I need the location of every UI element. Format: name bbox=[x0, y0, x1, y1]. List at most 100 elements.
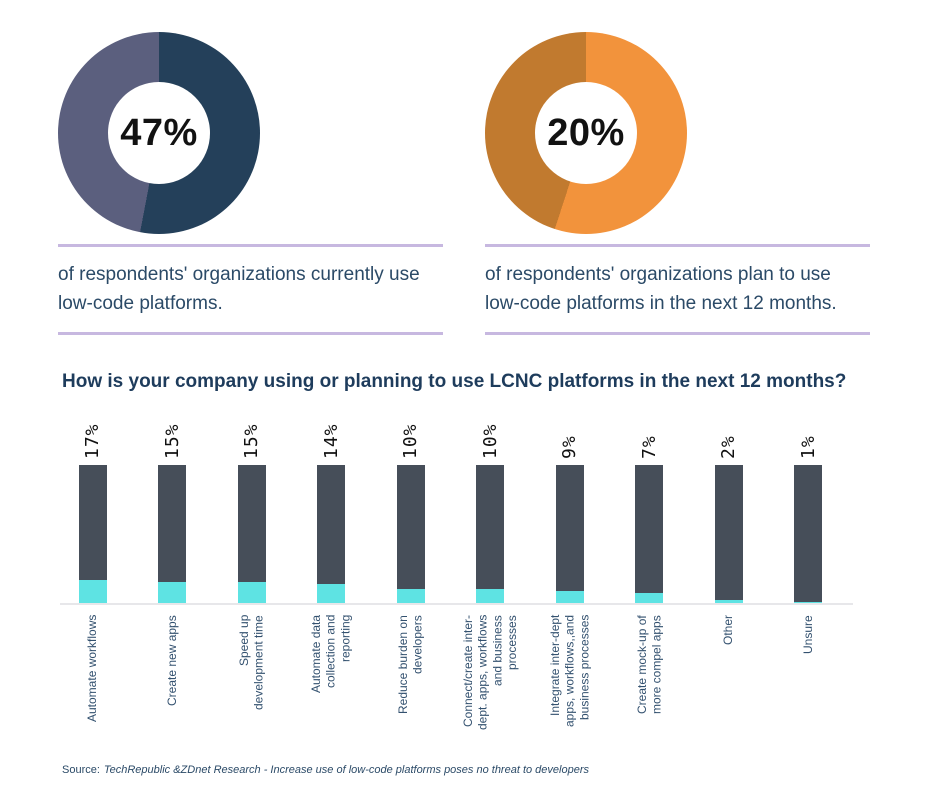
bar-value-label: 10% bbox=[479, 423, 501, 459]
source-prefix: Source: bbox=[62, 764, 100, 776]
bar-remainder-segment bbox=[396, 465, 425, 590]
bar-value-segment bbox=[158, 582, 187, 603]
category-label: Create mock-up of more compel apps bbox=[634, 615, 664, 714]
category-label: Automate data collection and reporting bbox=[309, 615, 353, 694]
category-label: Automate workflows bbox=[85, 615, 100, 723]
bar-value-segment bbox=[78, 579, 107, 603]
x-axis-line bbox=[60, 603, 853, 605]
bar-columns: 17% Automate workflows 15% Create new apps 1… bbox=[53, 403, 848, 753]
category-cell: Unsure bbox=[769, 603, 849, 753]
bar-value-cell: 10% bbox=[451, 403, 531, 459]
bar-column: 1% Unsure bbox=[769, 403, 849, 753]
bar-value-segment bbox=[476, 589, 505, 603]
bar-remainder-segment bbox=[794, 465, 823, 602]
bar-remainder-segment bbox=[237, 465, 266, 583]
category-cell: Create new apps bbox=[133, 603, 213, 753]
bar-value-cell: 17% bbox=[53, 403, 133, 459]
stacked-bar bbox=[794, 465, 823, 603]
source-text: TechRepublic &ZDnet Research - Increase … bbox=[103, 764, 589, 776]
stacked-bar bbox=[317, 465, 346, 603]
bar-value-cell: 10% bbox=[371, 403, 451, 459]
bar-value-segment bbox=[237, 582, 266, 603]
category-cell: Integrate inter-dept apps, workflows,,and… bbox=[530, 603, 610, 753]
category-cell: Other bbox=[689, 603, 769, 753]
bar-value-cell: 7% bbox=[610, 403, 690, 459]
stacked-bar bbox=[714, 465, 743, 603]
stacked-bar bbox=[78, 465, 107, 603]
bar-value-cell: 9% bbox=[530, 403, 610, 459]
category-label: Reduce burden on developers bbox=[396, 615, 425, 714]
bar-value-segment bbox=[317, 583, 346, 603]
source-attribution: Source: TechRepublic &ZDnet Research - In… bbox=[62, 764, 589, 776]
bar-value-label: 7% bbox=[638, 435, 660, 459]
stacked-bar bbox=[158, 465, 187, 603]
bar-remainder-segment bbox=[317, 465, 346, 584]
donut-chart-current-use: 47% bbox=[58, 32, 260, 234]
category-cell: Automate workflows bbox=[53, 603, 133, 753]
bar-value-label: 14% bbox=[320, 423, 342, 459]
bar-value-cell: 1% bbox=[769, 403, 849, 459]
donut-center-value: 47% bbox=[120, 111, 198, 154]
bar-value-label: 9% bbox=[559, 435, 581, 459]
category-cell: Speed up development time bbox=[212, 603, 292, 753]
bar-value-cell: 15% bbox=[212, 403, 292, 459]
bar-remainder-segment bbox=[476, 465, 505, 590]
category-cell: Reduce burden on developers bbox=[371, 603, 451, 753]
divider-line-bottom bbox=[485, 332, 870, 335]
bar-column: 15% Speed up development time bbox=[212, 403, 292, 753]
bar-value-segment bbox=[635, 593, 664, 603]
stacked-bar bbox=[555, 465, 584, 603]
donut-chart-planned-use: 20% bbox=[485, 32, 687, 234]
bar-column: 10% Connect/create inter-dept. apps, work… bbox=[451, 403, 531, 753]
bar-remainder-segment bbox=[78, 465, 107, 580]
bar-value-label: 10% bbox=[400, 423, 422, 459]
category-label: Create new apps bbox=[164, 615, 179, 706]
donut-caption: of respondents' organizations currently … bbox=[58, 264, 420, 315]
bar-value-cell: 2% bbox=[689, 403, 769, 459]
divider-line-top bbox=[58, 244, 443, 247]
bar-column: 2% Other bbox=[689, 403, 769, 753]
category-label: Other bbox=[721, 615, 736, 646]
bar-value-segment bbox=[714, 600, 743, 603]
bar-remainder-segment bbox=[714, 465, 743, 601]
donut-center-value: 20% bbox=[547, 111, 625, 154]
bar-column: 9% Integrate inter-dept apps, workflows,,a… bbox=[530, 403, 610, 753]
category-cell: Connect/create inter-dept. apps, workflo… bbox=[451, 603, 531, 753]
divider-line-top bbox=[485, 244, 870, 247]
donut-hole: 20% bbox=[535, 82, 637, 184]
bar-column: 15% Create new apps bbox=[133, 403, 213, 753]
bar-value-label: 1% bbox=[797, 435, 819, 459]
bar-value-segment bbox=[396, 589, 425, 603]
category-label: Integrate inter-dept apps, workflows,,and… bbox=[547, 615, 592, 728]
category-cell: Create mock-up of more compel apps bbox=[610, 603, 690, 753]
category-cell: Automate data collection and reporting bbox=[292, 603, 372, 753]
bar-column: 14% Automate data collection and reporting bbox=[292, 403, 372, 753]
bar-column: 7% Create mock-up of more compel apps bbox=[610, 403, 690, 753]
donut-caption: of respondents' organizations plan to us… bbox=[485, 264, 837, 315]
stacked-bar bbox=[635, 465, 664, 603]
category-label: Connect/create inter-dept. apps, workflo… bbox=[461, 615, 519, 731]
bar-value-label: 2% bbox=[718, 435, 740, 459]
stat-block-planned-use: 20% of respondents' organizations plan t… bbox=[485, 32, 870, 335]
bar-chart: 17% Automate workflows 15% Create new apps 1… bbox=[53, 403, 853, 753]
bar-value-cell: 15% bbox=[133, 403, 213, 459]
bar-column: 17% Automate workflows bbox=[53, 403, 133, 753]
category-label: Unsure bbox=[800, 615, 815, 654]
bar-value-label: 15% bbox=[161, 423, 183, 459]
bar-remainder-segment bbox=[555, 465, 584, 591]
bar-remainder-segment bbox=[635, 465, 664, 594]
stat-block-current-use: 47% of respondents' organizations curren… bbox=[58, 32, 443, 335]
bar-value-segment bbox=[555, 590, 584, 603]
stacked-bar bbox=[396, 465, 425, 603]
bar-chart-title: How is your company using or planning to… bbox=[62, 371, 847, 392]
bar-remainder-segment bbox=[158, 465, 187, 583]
donut-stats-section: 47% of respondents' organizations curren… bbox=[0, 0, 940, 335]
bar-value-label: 17% bbox=[82, 423, 104, 459]
category-label: Speed up development time bbox=[237, 615, 266, 710]
bar-value-label: 15% bbox=[241, 423, 263, 459]
stacked-bar bbox=[476, 465, 505, 603]
divider-line-bottom bbox=[58, 332, 443, 335]
stacked-bar bbox=[237, 465, 266, 603]
bar-column: 10% Reduce burden on developers bbox=[371, 403, 451, 753]
bar-value-segment bbox=[794, 601, 823, 603]
